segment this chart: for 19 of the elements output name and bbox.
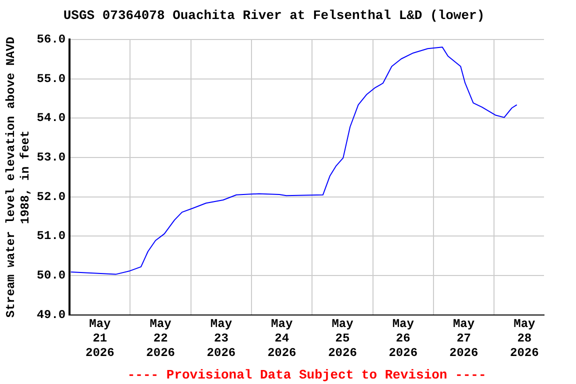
x-tick-label: May 27 2026: [449, 317, 478, 360]
x-tick-label: May 28 2026: [510, 317, 539, 360]
y-tick-label: 49.0: [36, 308, 66, 322]
x-tick-label: May 21 2026: [86, 317, 114, 360]
y-tick-label: 53.0: [36, 150, 66, 165]
y-tick-label: 50.0: [36, 268, 66, 282]
chart-title: USGS 07364078 Ouachita River at Felsenthal L&D (lower): [63, 8, 485, 24]
x-tick-label: May 24 2026: [267, 317, 296, 360]
y-tick-label: 56.0: [36, 32, 66, 47]
y-tick-label: 54.0: [36, 111, 66, 126]
y-tick-label: 55.0: [36, 72, 66, 86]
x-tick-label: May 23 2026: [206, 317, 236, 360]
y-tick-label: 52.0: [36, 190, 66, 204]
y-axis-title: Stream water level elevation above NAVD 1988, in feet: [4, 36, 33, 318]
x-tick-label: May 22 2026: [146, 317, 175, 360]
text: ---- Provisional Data Subject to Revision ----: [127, 367, 486, 382]
y-tick-label: 51.0: [36, 229, 66, 244]
x-tick-label: May 26 2026: [388, 317, 418, 360]
x-tick-label: May 25 2026: [328, 317, 357, 360]
